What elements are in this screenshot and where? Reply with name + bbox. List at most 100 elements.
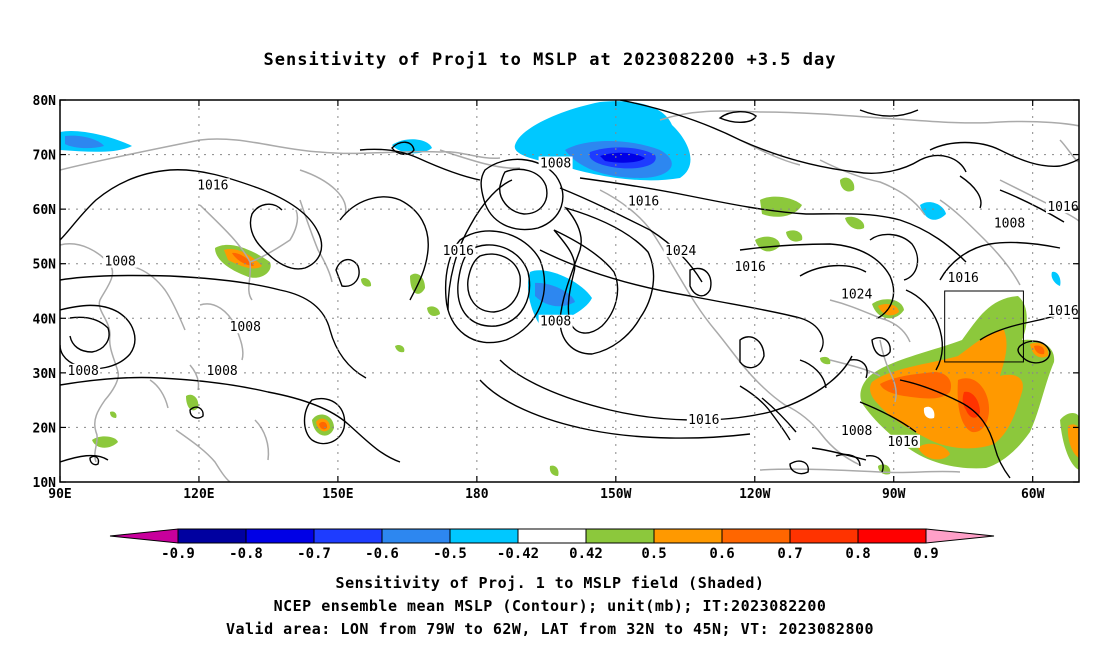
colorbar-segment — [177, 528, 247, 544]
contour-label: 1008 — [540, 315, 571, 330]
y-tick-label: 20N — [33, 421, 57, 436]
contour-label-bg — [885, 434, 920, 448]
colorbar-label: -0.9 — [161, 546, 195, 562]
valid-area-box — [944, 290, 1024, 363]
contour-label: 1008 — [206, 364, 237, 379]
colorbar-segment — [245, 528, 315, 544]
colorbar-label: -0.42 — [497, 546, 539, 562]
contour-label: 1008 — [68, 364, 99, 379]
contour-label-bg — [663, 243, 698, 257]
x-tick-label: 120E — [183, 487, 214, 502]
y-tick-label: 30N — [33, 367, 57, 382]
colorbar-segment — [381, 528, 451, 544]
colorbar-label: 0.8 — [845, 546, 870, 562]
y-tick-label: 60N — [33, 203, 57, 218]
caption-line-2: NCEP ensemble mean MSLP (Contour); unit(… — [273, 597, 827, 615]
colorbar-segment — [721, 528, 791, 544]
contour-label-bg — [538, 156, 573, 170]
contour-label-bg — [205, 363, 240, 377]
positive-sensitivity-area — [1034, 345, 1045, 355]
x-tick-label: 150W — [600, 487, 631, 502]
contour-label-bg — [228, 320, 263, 334]
colorbar: -0.9 -0.8 -0.7 -0.6 -0.5 -0.42 0.42 0.5 0.6 0.7 0.… — [109, 528, 995, 562]
colorbar-label: 0.9 — [913, 546, 938, 562]
colorbar-label: -0.7 — [297, 546, 331, 562]
contour-label-bg — [839, 423, 874, 437]
y-tick-label: 10N — [33, 476, 57, 491]
y-tick-label: 70N — [33, 149, 57, 164]
colorbar-segment — [789, 528, 859, 544]
contour-label: 1016 — [887, 435, 918, 450]
contour-label-bg — [1046, 303, 1080, 317]
colorbar-label: 0.42 — [569, 546, 603, 562]
positive-sensitivity-area — [880, 372, 952, 399]
contour-label: 1016 — [734, 260, 765, 275]
x-tick-label: 60W — [1021, 487, 1045, 502]
positive-sensitivity-area — [549, 465, 559, 476]
negative-sensitivity-area — [920, 202, 946, 220]
contour-label: 1024 — [841, 287, 872, 302]
positive-sensitivity-area — [110, 411, 117, 418]
x-tick-label: 120W — [739, 487, 770, 502]
sensitivity-shading — [60, 101, 1079, 476]
contour-label: 1008 — [841, 424, 872, 439]
contour-label-bg — [626, 194, 661, 208]
colorbar-segment — [313, 528, 383, 544]
contour-label-bg — [946, 271, 981, 285]
colorbar-segment — [517, 528, 587, 544]
positive-sensitivity-area — [786, 230, 803, 242]
contour-labels: 1016 1008 1008 1008 1008 1016 1008 1016 1024 1016… — [66, 156, 1080, 450]
positive-sensitivity-area — [962, 391, 980, 418]
contour-label-bg — [538, 314, 573, 328]
contour-label-bg — [733, 260, 768, 274]
contour-label: 1016 — [197, 178, 228, 193]
colorbar-under-triangle — [109, 528, 179, 544]
positive-sensitivity-area — [820, 356, 831, 365]
contour-label-bg — [195, 178, 230, 192]
contour-label-bg — [992, 216, 1027, 230]
contour-label: 1016 — [688, 413, 719, 428]
x-tick-label: 150E — [322, 487, 353, 502]
colorbar-label: -0.6 — [365, 546, 399, 562]
contour-label: 1016 — [443, 244, 474, 259]
positive-sensitivity-area — [395, 344, 405, 353]
mslp-contours — [60, 100, 1079, 479]
contour-label-bg — [66, 363, 101, 377]
contour-label-bg — [839, 287, 874, 301]
contour-label: 1008 — [540, 156, 571, 171]
plot-frame — [59, 99, 1080, 483]
negative-sensitivity-area — [600, 152, 645, 163]
contour-label-bg — [686, 412, 721, 426]
colorbar-segment — [857, 528, 927, 544]
colorbar-segment — [585, 528, 655, 544]
positive-sensitivity-area — [760, 196, 802, 217]
colorbar-label: -0.5 — [433, 546, 467, 562]
contour-label: 1008 — [230, 320, 261, 335]
colorbar-segment — [449, 528, 519, 544]
y-tick-label: 50N — [33, 258, 57, 273]
x-tick-label: 180 — [465, 487, 489, 502]
colorbar-label: 0.7 — [777, 546, 802, 562]
y-tick-label: 40N — [33, 312, 57, 327]
positive-sensitivity-area — [845, 216, 865, 230]
positive-sensitivity-area — [361, 277, 372, 287]
map-title: Sensitivity of Proj1 to MSLP at 20230822… — [263, 50, 837, 70]
contour-label: 1016 — [948, 271, 979, 286]
colorbar-over-triangle — [925, 528, 995, 544]
map-axes: 90E 120E 150E 180 150W 120W 90W 60W 80N 70N 60N 50N… — [33, 94, 1079, 502]
contour-label: 1016 — [1047, 200, 1078, 215]
x-tick-label: 90E — [48, 487, 71, 502]
positive-sensitivity-area — [427, 306, 440, 316]
negative-sensitivity-area — [1051, 271, 1061, 286]
positive-sensitivity-area — [1067, 424, 1079, 458]
positive-sensitivity-area — [232, 252, 254, 266]
negative-sensitivity-area — [65, 135, 104, 149]
positive-sensitivity-area — [923, 406, 935, 419]
colorbar-label: -0.8 — [229, 546, 263, 562]
positive-sensitivity-area — [840, 177, 855, 192]
contour-label: 1008 — [994, 217, 1025, 232]
contour-label-bg — [1046, 200, 1080, 214]
contour-label-bg — [103, 254, 138, 268]
contour-label: 1008 — [105, 255, 136, 270]
